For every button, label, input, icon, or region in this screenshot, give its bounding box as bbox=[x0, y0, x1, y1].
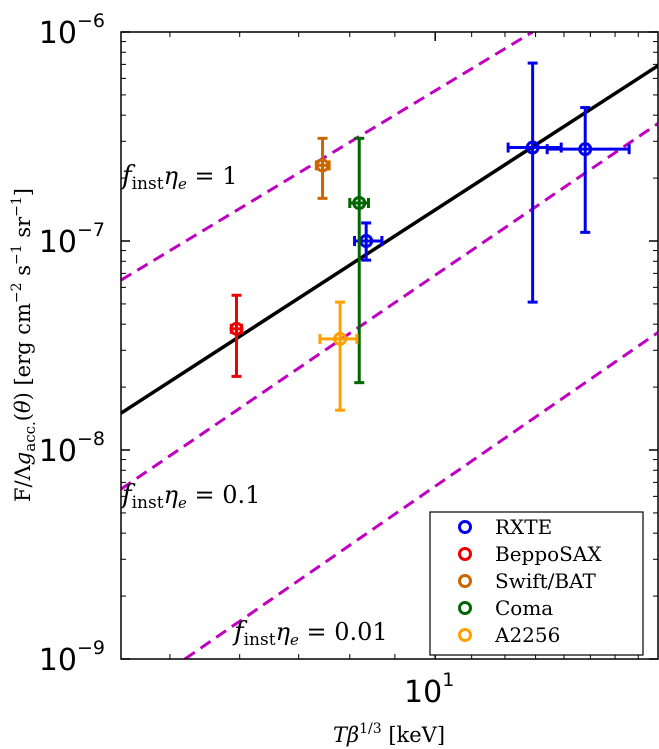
plot-frame bbox=[120, 31, 659, 660]
legend-label: A2256 bbox=[494, 623, 560, 647]
reference-line-0 bbox=[121, 32, 534, 282]
data-point bbox=[352, 195, 367, 210]
y-tick-label: 10−7 bbox=[39, 219, 105, 260]
y-axis-label: F/Λgacc.(θ) [erg cm−2 s−1 sr−1] bbox=[9, 188, 39, 502]
legend-marker bbox=[458, 628, 472, 642]
y-tick-label: 10−8 bbox=[39, 428, 105, 469]
reference-lines bbox=[121, 32, 658, 659]
fit-line-group bbox=[121, 64, 658, 415]
series-a2256 bbox=[318, 300, 359, 412]
legend-marker bbox=[458, 574, 472, 588]
y-tick-label: 10−6 bbox=[39, 10, 105, 51]
data-point-errorbars bbox=[506, 61, 563, 304]
legend-item: Coma bbox=[458, 596, 553, 620]
data-point bbox=[229, 321, 244, 336]
series-group bbox=[229, 61, 631, 412]
data-point-errorbars bbox=[545, 106, 631, 234]
legend-item: BeppoSAX bbox=[458, 542, 602, 566]
legend-label: Coma bbox=[495, 596, 553, 620]
reference-line-label: finstηe = 0.01 bbox=[232, 617, 388, 650]
data-point bbox=[333, 331, 348, 346]
reference-line-label: finstηe = 0.1 bbox=[120, 480, 260, 513]
axis-ticks: 10−9 10−8 10−7 10−6 101 bbox=[39, 10, 658, 710]
data-point bbox=[525, 140, 540, 155]
data-point-errorbars bbox=[318, 300, 359, 412]
legend-marker bbox=[458, 601, 472, 615]
y-tick-label: 10−9 bbox=[39, 637, 105, 678]
series-swift-bat bbox=[314, 136, 331, 200]
legend-item: A2256 bbox=[458, 623, 560, 647]
data-point bbox=[578, 142, 593, 157]
legend-label: Swift/BAT bbox=[495, 569, 596, 593]
legend-label: BeppoSAX bbox=[495, 542, 602, 566]
legend-marker bbox=[458, 520, 472, 534]
legend: RXTE BeppoSAX Swift/BAT Coma A2256 bbox=[429, 511, 644, 656]
legend-box bbox=[429, 511, 644, 656]
reference-line-2 bbox=[184, 331, 658, 659]
data-point bbox=[315, 158, 330, 173]
legend-item: Swift/BAT bbox=[458, 569, 596, 593]
reference-line-1 bbox=[121, 122, 658, 491]
series-bepposax bbox=[229, 293, 244, 378]
fit-line bbox=[121, 64, 658, 415]
legend-item: RXTE bbox=[458, 515, 552, 539]
legend-marker bbox=[458, 547, 472, 561]
legend-label: RXTE bbox=[495, 515, 552, 539]
x-tick-label: 101 bbox=[404, 669, 454, 710]
x-axis-label: Tβ1/3 [keV] bbox=[333, 721, 445, 747]
series-coma bbox=[348, 136, 370, 385]
